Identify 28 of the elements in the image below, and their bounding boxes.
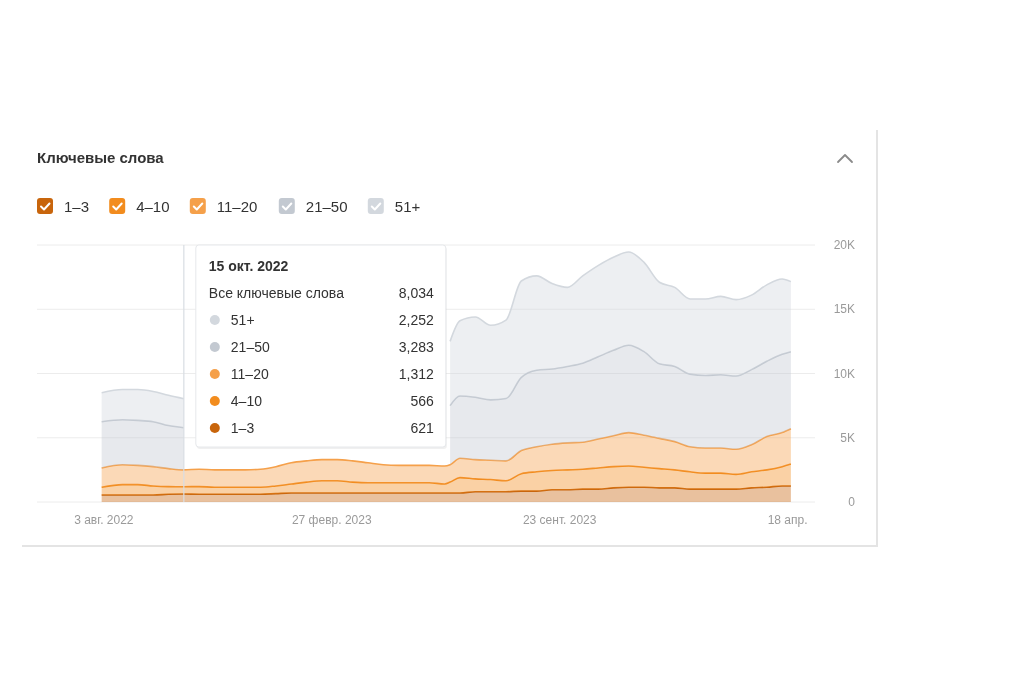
- y-tick-label: 5K: [840, 430, 855, 445]
- annotation: 21–50: [230, 339, 270, 355]
- annotation: 4–10: [230, 393, 263, 409]
- legend-label: 21–50: [305, 197, 348, 215]
- annotation: 621: [410, 420, 435, 436]
- annotation: 8,034: [398, 285, 435, 301]
- chart-title: Ключевые слова: [37, 149, 165, 166]
- annotation: 1,312: [398, 366, 435, 382]
- y-tick-label: 20K: [833, 238, 855, 253]
- legend-label: 11–20: [216, 197, 258, 215]
- ref-line-label: 15 окт. 2022: [208, 258, 289, 274]
- annotation: 11–20: [230, 366, 269, 382]
- annotation: 51+: [230, 312, 255, 328]
- annotation: 2,252: [398, 312, 435, 328]
- x-tick-label: 18 апр.: [767, 513, 808, 527]
- annotation: 3,283: [398, 339, 435, 355]
- x-tick-label: 3 авг. 2022: [74, 513, 134, 527]
- legend-label: 1–3: [64, 197, 90, 215]
- annotation: 1–3: [230, 420, 255, 436]
- annotation: Все ключевые слова: [208, 285, 345, 301]
- annotation: 566: [410, 393, 435, 409]
- y-tick-label: 10K: [833, 366, 855, 381]
- y-tick-label: 0: [848, 495, 856, 510]
- y-tick-label: 15K: [833, 302, 855, 317]
- legend-label: 51+: [394, 197, 421, 215]
- legend-label: 4–10: [136, 197, 170, 215]
- x-tick-label: 27 февр. 2023: [291, 513, 372, 527]
- x-tick-label: 23 сент. 2023: [522, 513, 597, 527]
